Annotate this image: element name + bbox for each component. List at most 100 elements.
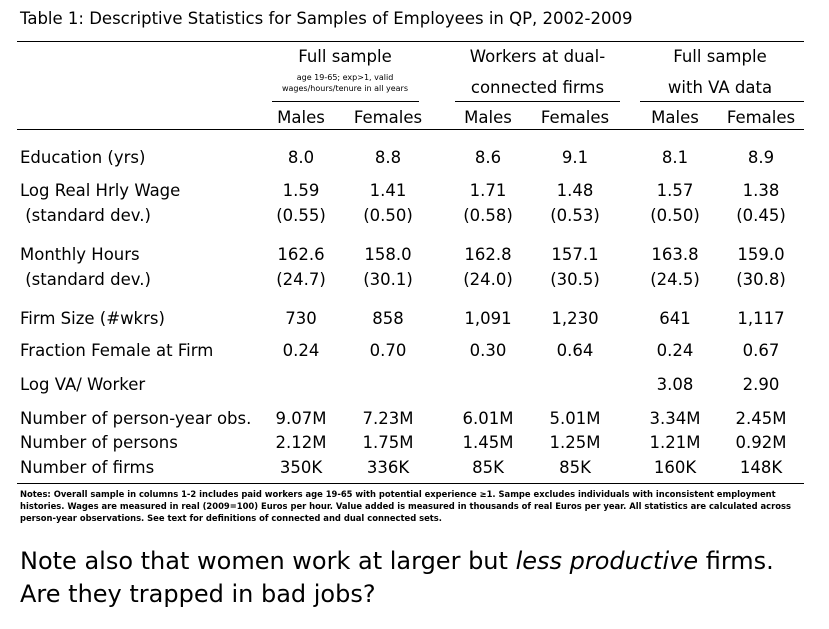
table-cell: (24.5) — [650, 270, 700, 289]
table-cell: (30.8) — [736, 270, 786, 289]
table-cell: 162.6 — [277, 245, 325, 264]
row-label: (standard dev.) — [20, 206, 151, 225]
table-cell: 1,230 — [551, 309, 599, 328]
table-cell: (30.5) — [550, 270, 600, 289]
top-rule — [17, 41, 804, 42]
table-cell: 8.9 — [747, 148, 775, 167]
row-label: Number of persons — [20, 433, 178, 452]
slide-caption: Note also that women work at larger but … — [20, 545, 820, 611]
subheader-females: Females — [353, 108, 423, 127]
table-cell: 7.23M — [362, 409, 414, 428]
group-underline — [455, 101, 620, 102]
table-cell: 0.64 — [556, 341, 594, 360]
table-cell: 1.45M — [462, 433, 514, 452]
table-cell: 0.67 — [742, 341, 780, 360]
group-header-label: Full sample — [298, 47, 392, 66]
table-cell: 157.1 — [551, 245, 599, 264]
table-cell: 3.08 — [656, 375, 694, 394]
table-cell: 1,091 — [464, 309, 512, 328]
table-cell: 85K — [472, 458, 504, 477]
caption-emphasis: less productive — [515, 547, 699, 575]
table-cell: (24.0) — [463, 270, 513, 289]
table-notes: Notes: Overall sample in columns 1-2 inc… — [20, 489, 791, 523]
table-cell: 1.59 — [282, 181, 320, 200]
table-cell: 85K — [559, 458, 591, 477]
table-cell: 9.1 — [561, 148, 589, 167]
table-cell: 1.21M — [649, 433, 701, 452]
table-cell: 1.38 — [742, 181, 780, 200]
table-cell: 9.07M — [275, 409, 327, 428]
table-cell: 5.01M — [549, 409, 601, 428]
table-cell: 1.41 — [369, 181, 407, 200]
row-label: Monthly Hours — [20, 245, 140, 264]
group-header-label: connected firms — [470, 78, 605, 97]
header-rule — [17, 129, 804, 130]
table-cell: (24.7) — [276, 270, 326, 289]
subheader-males: Males — [651, 108, 699, 127]
group-header-note: age 19-65; exp>1, valid — [296, 73, 394, 82]
subheader-males: Males — [464, 108, 512, 127]
table-cell: 160K — [653, 458, 697, 477]
table-cell: 162.8 — [464, 245, 512, 264]
table-cell: 159.0 — [737, 245, 785, 264]
table-cell: 0.92M — [735, 433, 787, 452]
table-cell: 0.24 — [282, 341, 320, 360]
group-underline — [640, 101, 804, 102]
subheader-females: Females — [540, 108, 610, 127]
table-cell: 858 — [372, 309, 404, 328]
group-header-va-data: Full sample with VA data — [640, 41, 800, 103]
group-header-label: Full sample — [673, 47, 767, 66]
table-cell: (0.53) — [550, 206, 600, 225]
row-label: Log Real Hrly Wage — [20, 181, 181, 200]
table-cell: 0.24 — [656, 341, 694, 360]
table-cell: 336K — [366, 458, 410, 477]
table-cell: (0.45) — [736, 206, 786, 225]
table-cell: 2.12M — [275, 433, 327, 452]
table-cell: 1.57 — [656, 181, 694, 200]
table-cell: 8.8 — [374, 148, 402, 167]
row-label: Number of person-year obs. — [20, 409, 252, 428]
table-cell: 6.01M — [462, 409, 514, 428]
table-cell: 0.70 — [369, 341, 407, 360]
table-cell: (0.50) — [650, 206, 700, 225]
table-cell: 163.8 — [651, 245, 699, 264]
table-cell: 0.30 — [469, 341, 507, 360]
table-cell: 350K — [279, 458, 323, 477]
table-cell: 1,117 — [737, 309, 785, 328]
group-header-full-sample: Full sample age 19-65; exp>1, valid wage… — [270, 41, 420, 94]
table-cell: 2.90 — [742, 375, 780, 394]
caption-text: Note also that women work at larger but — [20, 547, 516, 575]
table-cell: 730 — [285, 309, 317, 328]
table-cell: 641 — [659, 309, 691, 328]
table-title: Table 1: Descriptive Statistics for Samp… — [20, 9, 633, 28]
row-label: Firm Size (#wkrs) — [20, 309, 165, 328]
group-header-note: wages/hours/tenure in all years — [281, 84, 408, 93]
caption-text: firms. Are they trapped in bad jobs? — [20, 547, 774, 608]
table-cell: 8.0 — [287, 148, 315, 167]
group-header-dual-connected: Workers at dual- connected firms — [455, 41, 620, 103]
table-cell: 1.71 — [469, 181, 507, 200]
table-cell: 8.6 — [474, 148, 502, 167]
row-label: Number of firms — [20, 458, 155, 477]
table-cell: (0.50) — [363, 206, 413, 225]
table-cell: 8.1 — [661, 148, 689, 167]
subheader-males: Males — [277, 108, 325, 127]
row-label: (standard dev.) — [20, 270, 151, 289]
bottom-rule — [17, 483, 804, 484]
table-cell: (0.55) — [276, 206, 326, 225]
table-cell: (0.58) — [463, 206, 513, 225]
table-cell: 158.0 — [364, 245, 412, 264]
table-cell: 148K — [739, 458, 783, 477]
group-underline — [272, 101, 419, 102]
row-label: Log VA/ Worker — [20, 375, 146, 394]
subheader-females: Females — [726, 108, 796, 127]
table-cell: 1.48 — [556, 181, 594, 200]
table-cell: 1.25M — [549, 433, 601, 452]
row-label: Fraction Female at Firm — [20, 341, 214, 360]
table-cell: 3.34M — [649, 409, 701, 428]
group-header-label: Workers at dual- — [469, 47, 606, 66]
table-cell: 2.45M — [735, 409, 787, 428]
table-cell: 1.75M — [362, 433, 414, 452]
table-cell: (30.1) — [363, 270, 413, 289]
row-label: Education (yrs) — [20, 148, 146, 167]
